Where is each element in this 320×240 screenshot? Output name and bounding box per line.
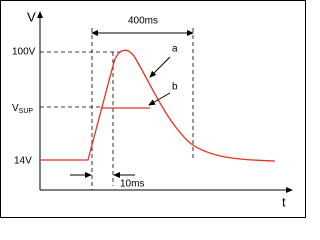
annotation: 400ms bbox=[128, 16, 158, 27]
frame bbox=[0, 0, 306, 218]
curve-label: b bbox=[172, 82, 178, 93]
level-label: 14V bbox=[14, 156, 32, 167]
annotation: 10ms bbox=[120, 179, 144, 190]
level-label: VSUP bbox=[12, 103, 33, 115]
level-label: 100V bbox=[12, 47, 36, 58]
x-axis-label: t bbox=[282, 194, 286, 209]
diagram: V t 100V VSUP 14V 400ms 10ms a b bbox=[0, 0, 306, 218]
y-axis-label: V bbox=[27, 9, 36, 24]
curve-a bbox=[40, 49, 276, 162]
curve-label: a bbox=[172, 44, 178, 55]
pointer bbox=[148, 92, 171, 106]
pointer bbox=[149, 56, 171, 78]
